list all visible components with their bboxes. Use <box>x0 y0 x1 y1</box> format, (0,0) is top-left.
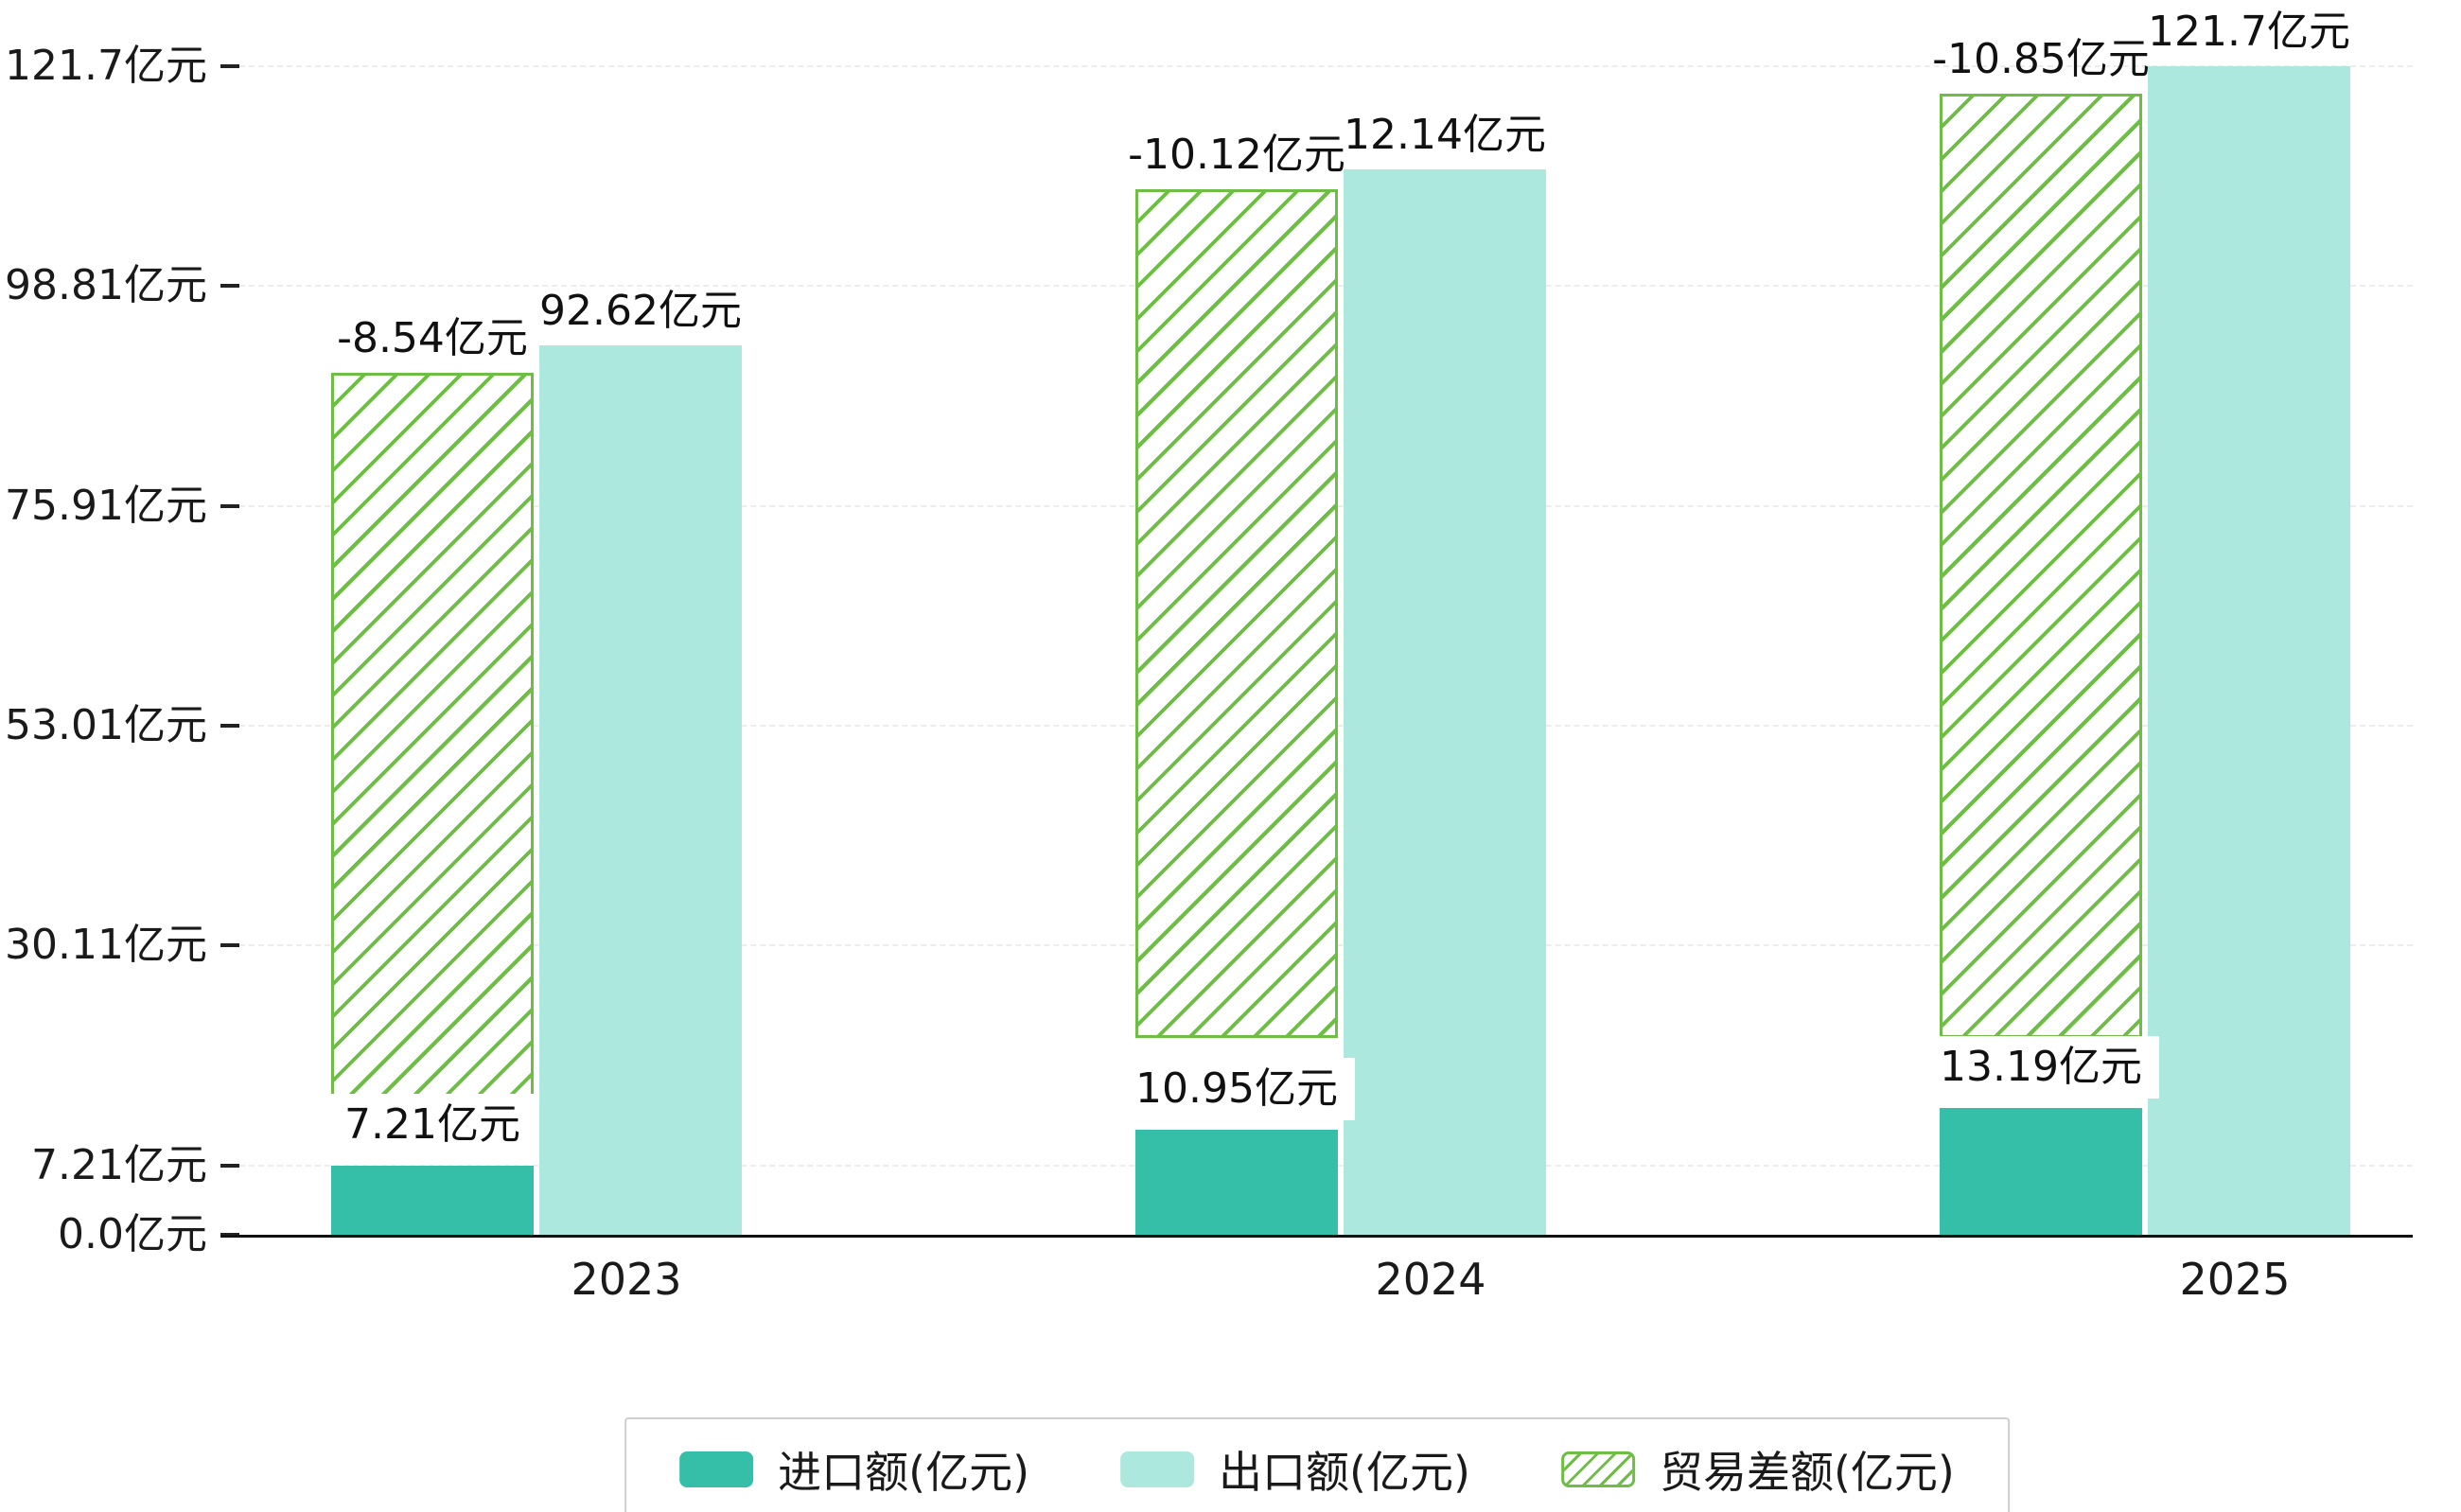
y-axis-tick <box>220 63 239 68</box>
gridline <box>220 64 2413 67</box>
export-value-label: 121.7亿元 <box>2148 7 2350 56</box>
export-bar <box>2148 65 2350 1235</box>
y-axis-tick <box>220 1163 239 1168</box>
y-axis-tick-label: 30.11亿元 <box>5 921 207 970</box>
trade-balance-value-label: -10.85亿元 <box>1932 35 2150 84</box>
y-axis-tick-label: 121.7亿元 <box>5 41 207 90</box>
y-axis-tick <box>220 503 239 508</box>
export-swatch-icon <box>1120 1451 1195 1487</box>
trade-balance-bar <box>331 372 534 1111</box>
balance-hatch-swatch-icon <box>1560 1451 1635 1487</box>
y-axis-tick-label: 75.91亿元 <box>5 481 207 530</box>
x-category-label: 2025 <box>2179 1254 2291 1305</box>
y-axis-tick <box>220 723 239 728</box>
trade-balance-bar <box>1135 188 1338 1038</box>
import-bar <box>1940 1108 2142 1235</box>
trade-balance-value-label: -10.12亿元 <box>1128 130 1345 179</box>
export-bar <box>1344 169 1546 1235</box>
export-value-label: 12.14亿元 <box>1344 111 1546 160</box>
legend-item-balance: 贸易差额(亿元) <box>1560 1438 1955 1501</box>
import-value-label: 13.19亿元 <box>1923 1036 2159 1099</box>
import-value-label: 7.21亿元 <box>327 1093 537 1156</box>
y-axis-tick-label: 7.21亿元 <box>31 1140 207 1189</box>
y-axis-tick-label: 53.01亿元 <box>5 700 207 749</box>
legend-item-import: 进口额(亿元) <box>679 1438 1029 1501</box>
y-axis-tick-label: 98.81亿元 <box>5 261 207 310</box>
x-category-label: 2023 <box>571 1254 682 1305</box>
y-axis-tick <box>220 284 239 289</box>
export-bar <box>539 344 742 1235</box>
export-value-label: 92.62亿元 <box>539 286 742 335</box>
import-bar <box>331 1165 534 1235</box>
trade-balance-bar <box>1940 94 2142 1038</box>
legend-label-export: 出口额(亿元) <box>1219 1447 1470 1498</box>
legend-label-balance: 贸易差额(亿元) <box>1659 1447 1955 1498</box>
x-axis-line <box>220 1235 2413 1238</box>
import-value-label: 10.95亿元 <box>1118 1057 1355 1120</box>
y-axis-tick <box>220 943 239 948</box>
x-category-label: 2024 <box>1375 1254 1486 1305</box>
import-swatch-icon <box>679 1451 754 1487</box>
legend-label-import: 进口额(亿元) <box>778 1447 1030 1498</box>
y-axis-tick-label: 0.0亿元 <box>58 1210 207 1258</box>
legend-item-export: 出口额(亿元) <box>1120 1438 1470 1501</box>
trade-balance-value-label: -8.54亿元 <box>337 313 528 362</box>
legend: 进口额(亿元) 出口额(亿元) 贸易差额(亿元) <box>624 1417 2010 1512</box>
import-bar <box>1135 1129 1338 1235</box>
